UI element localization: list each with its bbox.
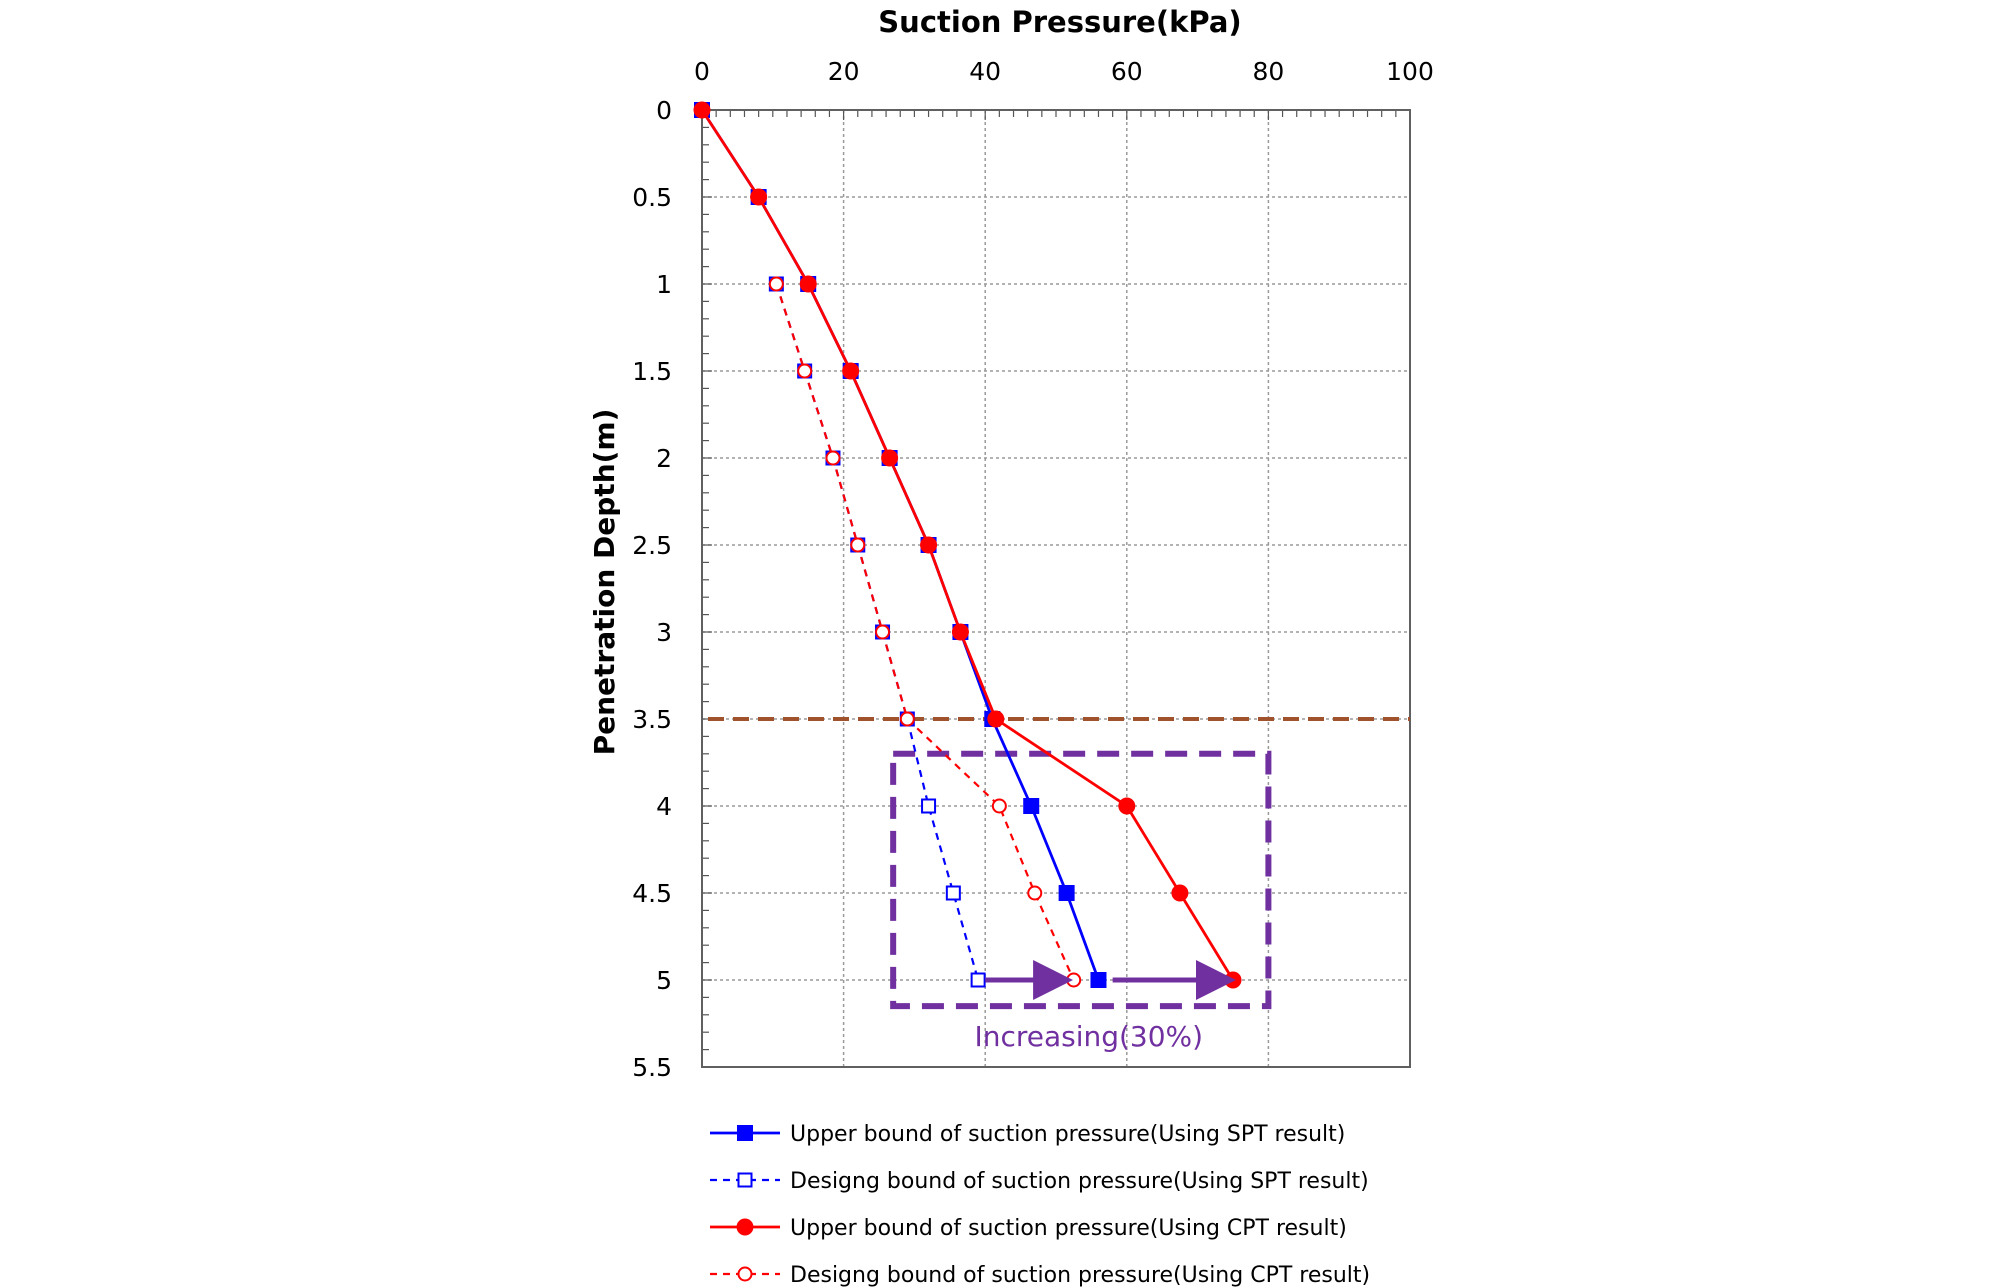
x-tick-label: 80 <box>1252 57 1284 86</box>
legend-marker <box>737 1266 753 1282</box>
y-tick-label: 2.5 <box>632 531 672 560</box>
x-tick-label: 20 <box>828 57 860 86</box>
legend-marker <box>737 1125 753 1141</box>
series-point-3 <box>899 711 915 727</box>
chart-title: Suction Pressure(kPa) <box>878 5 1241 39</box>
series-point-0 <box>1058 885 1075 901</box>
y-tick-label: 3.5 <box>632 705 672 734</box>
y-tick-label: 2 <box>656 444 672 473</box>
annotation-box <box>890 750 1272 1010</box>
legend-marker <box>736 1218 754 1236</box>
series-point-2 <box>951 623 969 641</box>
series-point-3 <box>768 276 784 292</box>
legend-label: Upper bound of suction pressure(Using SP… <box>790 1122 1345 1147</box>
y-tick-label: 5 <box>656 966 672 995</box>
series-point-2 <box>881 449 899 467</box>
plot-area: 0 20 40 60 80 100 0 0.5 1 1.5 2 2.5 3 3.5 4 4.5 5 5.5 Incr… <box>632 57 1434 1082</box>
legend: Upper bound of suction pressure(Using SP… <box>710 1122 1370 1288</box>
series-point-2 <box>1118 797 1136 815</box>
y-tick-label: 0 <box>656 96 672 125</box>
y-tick-label: 1.5 <box>632 357 672 386</box>
series-point-3 <box>850 537 866 553</box>
legend-marker <box>737 1172 753 1188</box>
series-point-2 <box>842 362 860 380</box>
y-axis-label: Penetration Depth(m) <box>588 409 621 756</box>
x-tick-label: 0 <box>694 57 710 86</box>
y-tick-label: 0.5 <box>632 183 672 212</box>
legend-label: Upper bound of suction pressure(Using CP… <box>790 1216 1347 1241</box>
series-point-2 <box>987 710 1005 728</box>
y-tick-label: 4 <box>656 792 672 821</box>
plot-frame <box>701 109 1411 1068</box>
series-point-2 <box>1224 971 1242 989</box>
y-tick-label: 5.5 <box>632 1053 672 1082</box>
series-point-3 <box>797 363 813 379</box>
y-tick-label: 1 <box>656 270 672 299</box>
series-point-0 <box>1023 798 1040 814</box>
legend-label: Designg bound of suction pressure(Using … <box>790 1263 1370 1288</box>
series-point-0 <box>1090 972 1107 988</box>
x-tick-label: 40 <box>969 57 1001 86</box>
x-tick-label: 100 <box>1386 57 1434 86</box>
y-tick-label: 3 <box>656 618 672 647</box>
series-line-3 <box>775 283 1075 981</box>
legend-label: Designg bound of suction pressure(Using … <box>790 1169 1369 1194</box>
x-tick-label: 60 <box>1111 57 1143 86</box>
y-tick-label: 4.5 <box>632 879 672 908</box>
series-point-3 <box>991 798 1007 814</box>
series-point-3 <box>1027 885 1043 901</box>
series-point-2 <box>920 536 938 554</box>
series-point-2 <box>799 275 817 293</box>
series-point-2 <box>750 188 768 206</box>
series-point-1 <box>970 972 986 988</box>
series-point-1 <box>921 798 937 814</box>
series-point-3 <box>875 624 891 640</box>
series-point-3 <box>825 450 841 466</box>
series-point-2 <box>1171 884 1189 902</box>
series-point-3 <box>1066 972 1082 988</box>
series-point-1 <box>945 885 961 901</box>
series-point-2 <box>693 101 711 119</box>
annotation-text: Increasing(30%) <box>974 1020 1203 1053</box>
